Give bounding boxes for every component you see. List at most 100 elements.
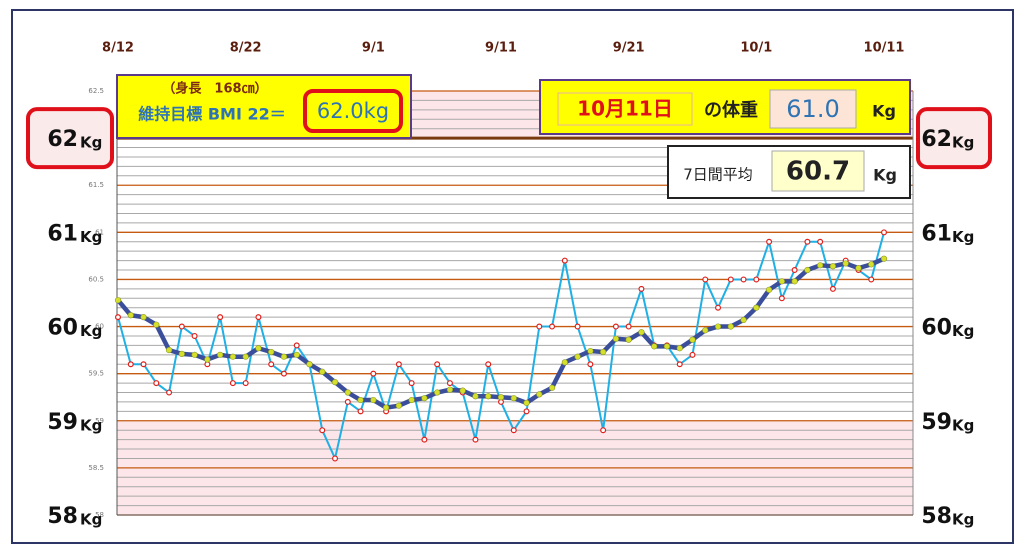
point [625,336,632,343]
big-tick-unit: Kg [952,416,974,434]
point [217,314,224,321]
point [663,343,671,350]
point [510,395,517,402]
point [778,295,785,302]
point [612,323,619,330]
point [395,402,402,409]
point [395,361,402,368]
point [153,380,160,387]
point [753,276,760,283]
point [600,427,607,434]
point [727,323,734,330]
point [868,276,875,283]
point [523,399,530,406]
point [778,278,785,285]
big-tick-label: 58 [921,504,952,529]
point [472,393,479,400]
x-tick-label: 8/22 [230,41,262,56]
point [804,266,811,274]
unit: Kg [872,102,896,121]
y-tick-label: 60 [95,323,104,331]
x-tick-label: 10/11 [864,41,905,56]
x-tick-label: 9/1 [362,41,385,56]
y-tick-label: 58.5 [88,464,104,472]
average-value: 60.7 [786,157,850,187]
big-tick-label: 59 [921,410,952,435]
point [689,336,696,343]
point [753,304,760,311]
point [331,379,339,386]
point [497,394,505,401]
big-tick-label: 60 [921,316,952,341]
point [280,353,288,360]
big-tick-unit: Kg [952,134,974,152]
unit: Kg [873,166,897,185]
big-tick-label: 62 [47,127,78,152]
point [625,323,632,330]
highlight-box [26,107,114,170]
point [319,368,326,375]
point [587,361,594,368]
point [229,353,236,360]
point [612,335,620,342]
point [459,387,466,394]
point [651,343,658,350]
y-tick-label: 58 [95,511,104,519]
point [638,329,645,336]
point [702,327,709,334]
point [880,229,887,236]
point [549,323,556,330]
point [523,408,530,415]
point [114,297,122,304]
current-weight-box [769,89,857,129]
point [217,351,224,358]
y-tick-label: 59 [95,417,104,425]
point [855,265,862,272]
big-tick-unit: Kg [80,134,102,152]
point [817,238,824,245]
date-box [557,92,693,126]
x-tick-label: 9/11 [485,41,517,56]
point [817,262,824,269]
point [715,304,722,311]
point [268,348,275,356]
point [638,285,645,292]
point [127,312,134,319]
point [574,353,581,360]
point [446,380,453,387]
point [472,436,479,443]
big-tick-unit: Kg [80,416,102,434]
point [740,276,747,283]
point [791,267,798,274]
point [344,398,351,405]
point [383,404,390,411]
point [434,361,441,368]
point [676,361,683,368]
point [421,436,428,443]
point [229,380,236,387]
point [446,386,454,393]
point [178,350,185,357]
point [829,285,836,292]
height-label: （身長 168㎝） [162,81,267,97]
big-tick-unit: Kg [952,511,974,529]
big-tick-label: 61 [921,221,952,246]
point [191,332,198,339]
big-tick-unit: Kg [80,511,102,529]
y-tick-label: 60.5 [88,275,104,283]
target-label: 維持目標 BMI 22＝ [138,105,285,124]
point [829,263,837,270]
point [268,361,275,368]
point [242,380,249,387]
point [332,455,339,462]
point [766,238,773,245]
point [740,316,747,324]
point [357,408,364,415]
point [140,361,147,368]
highlight-box [916,107,992,170]
point [408,396,415,404]
y-tick-label: 61.5 [88,181,104,189]
point [280,370,287,377]
point [727,276,734,283]
